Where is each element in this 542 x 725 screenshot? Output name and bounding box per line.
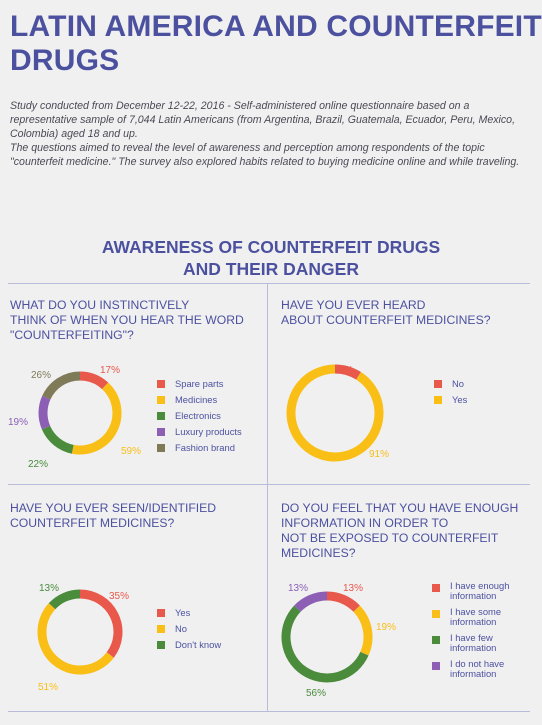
divider xyxy=(267,283,268,711)
page-title: LATIN AMERICA AND COUNTERFEIT DRUGS xyxy=(10,10,542,78)
question-line: HAVE YOU EVER SEEN/IDENTIFIED xyxy=(10,501,217,515)
legend-label: I have enough information xyxy=(450,580,510,601)
legend-swatch xyxy=(157,380,165,388)
legend-swatch xyxy=(157,444,165,452)
donut-slice-i-do-not-have-information xyxy=(294,591,328,612)
legend-label: Electronics xyxy=(175,410,221,421)
donut-slice-spare-parts xyxy=(79,371,109,390)
section-title: AWARENESS OF COUNTERFEIT DRUGS AND THEIR… xyxy=(0,236,542,280)
question-1: WHAT DO YOU INSTINCTIVELY THINK OF WHEN … xyxy=(10,298,244,343)
percent-label: 59% xyxy=(121,446,142,457)
legend-swatch xyxy=(157,428,165,436)
title-line: DRUGS xyxy=(10,44,120,77)
legend-label: Spare parts xyxy=(175,378,224,389)
percent-label: 13% xyxy=(39,583,60,594)
donut-slice-i-have-few-information xyxy=(281,605,369,683)
legend-label: Luxury products xyxy=(175,426,242,437)
section-title-line: AWARENESS OF COUNTERFEIT DRUGS xyxy=(101,237,441,257)
legend-label: I do not have information xyxy=(450,658,505,679)
donut-slice-luxury-products xyxy=(38,395,51,430)
question-line: HAVE YOU EVER HEARD xyxy=(281,298,426,312)
percent-label: 9% xyxy=(339,365,354,376)
percent-label: 19% xyxy=(376,622,397,633)
question-line: "COUNTERFEITING"? xyxy=(10,328,134,342)
intro-paragraph: Study conducted from December 12-22, 201… xyxy=(10,100,516,140)
percent-label: 22% xyxy=(28,459,49,470)
legend-swatch xyxy=(157,625,165,633)
question-line: MEDICINES? xyxy=(281,546,356,560)
legend-swatch xyxy=(432,636,440,644)
legend-swatch xyxy=(157,609,165,617)
legend-swatch xyxy=(432,584,440,592)
legend-label: Medicines xyxy=(175,394,218,405)
percent-label: 91% xyxy=(369,449,390,460)
percent-label: 56% xyxy=(306,688,327,699)
legend-label: Yes xyxy=(175,607,191,618)
donut-slice-yes xyxy=(79,589,123,658)
legend-label: Don't know xyxy=(175,639,222,650)
divider xyxy=(8,711,530,712)
question-line: INFORMATION IN ORDER TO xyxy=(281,516,449,530)
intro-paragraph: The questions aimed to reveal the level … xyxy=(10,142,520,168)
legend-label: No xyxy=(452,378,464,389)
percent-label: 19% xyxy=(8,417,29,428)
donut-slice-no xyxy=(334,364,361,380)
percent-label: 13% xyxy=(288,583,309,594)
question-line: THINK OF WHEN YOU HEAR THE WORD xyxy=(10,313,244,327)
donut-slice-don-t-know xyxy=(48,589,81,610)
donut-slice-fashion-brand xyxy=(42,371,81,400)
percent-label: 51% xyxy=(38,682,59,693)
legend-swatch xyxy=(157,412,165,420)
percent-label: 35% xyxy=(109,591,130,602)
legend-label: I have few information xyxy=(450,632,497,653)
donut-slice-i-have-enough-information xyxy=(326,591,360,612)
legend-swatch xyxy=(432,662,440,670)
donut-slice-electronics xyxy=(41,425,74,454)
question-line: ABOUT COUNTERFEIT MEDICINES? xyxy=(281,313,491,327)
title-line: LATIN AMERICA AND COUNTERFEIT xyxy=(10,10,542,43)
legend-label: Fashion brand xyxy=(175,442,235,453)
donut-slice-yes xyxy=(286,364,384,462)
legend-label: Yes xyxy=(452,394,468,405)
question-line: DO YOU FEEL THAT YOU HAVE ENOUGH xyxy=(281,501,519,515)
question-4: DO YOU FEEL THAT YOU HAVE ENOUGH INFORMA… xyxy=(281,501,518,561)
section-title-line: AND THEIR DANGER xyxy=(183,259,359,279)
donut-slice-no xyxy=(37,603,114,675)
divider xyxy=(8,283,530,284)
percent-label: 13% xyxy=(343,583,364,594)
legend-swatch xyxy=(434,380,442,388)
legend-label: No xyxy=(175,623,187,634)
divider xyxy=(8,484,530,485)
question-3: HAVE YOU EVER SEEN/IDENTIFIED COUNTERFEI… xyxy=(10,501,216,531)
legend-swatch xyxy=(434,396,442,404)
question-line: COUNTERFEIT MEDICINES? xyxy=(10,516,175,530)
percent-label: 17% xyxy=(100,365,121,376)
legend-label: I have some information xyxy=(450,606,502,627)
question-line: WHAT DO YOU INSTINCTIVELY xyxy=(10,298,190,312)
intro-text: Study conducted from December 12-22, 201… xyxy=(10,99,532,169)
legend-swatch xyxy=(432,610,440,618)
donut-slice-medicines xyxy=(71,382,122,455)
donut-slice-i-have-some-information xyxy=(353,605,373,656)
legend-swatch xyxy=(157,396,165,404)
question-line: NOT BE EXPOSED TO COUNTERFEIT xyxy=(281,531,499,545)
legend-swatch xyxy=(157,641,165,649)
percent-label: 26% xyxy=(31,370,52,381)
question-2: HAVE YOU EVER HEARD ABOUT COUNTERFEIT ME… xyxy=(281,298,490,328)
